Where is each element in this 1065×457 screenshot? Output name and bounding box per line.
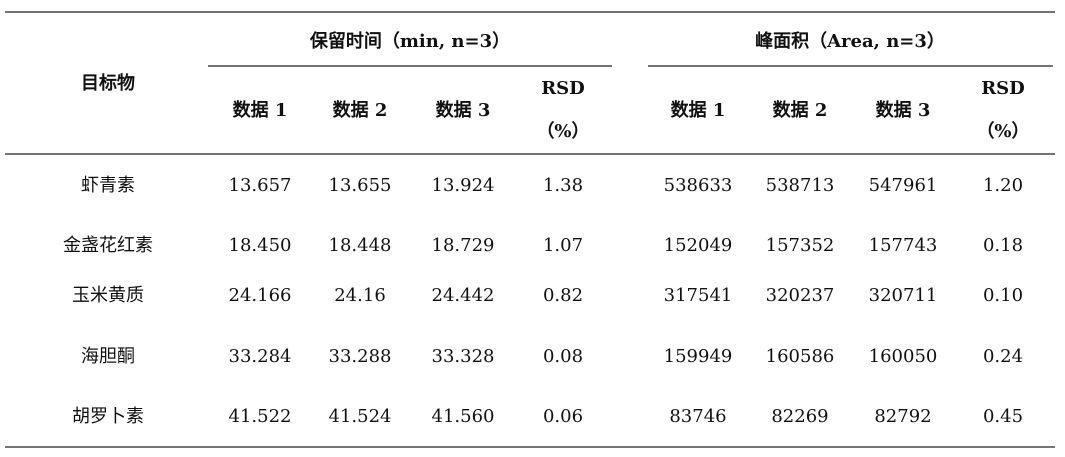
cell: 83746 (669, 406, 726, 427)
column-header: （%） (536, 121, 589, 142)
row-label: 虾青素 (81, 175, 135, 196)
cell: 0.24 (983, 346, 1023, 367)
header-target: 目标物 (81, 72, 135, 94)
cell: 24.166 (229, 285, 292, 306)
cell: 24.442 (432, 285, 495, 306)
cell: 1.07 (543, 235, 583, 256)
cell: 320711 (869, 285, 938, 306)
column-header: RSD (981, 78, 1025, 99)
column-header: RSD (541, 78, 585, 99)
cell: 160586 (766, 346, 835, 367)
cell: 18.448 (329, 235, 392, 256)
cell: 13.924 (432, 175, 495, 196)
column-header: 数据 2 (773, 99, 828, 121)
row-label: 海胆酮 (81, 346, 135, 367)
column-header: 数据 2 (333, 99, 388, 121)
column-header: 数据 3 (876, 99, 931, 121)
cell: 33.284 (229, 346, 292, 367)
cell: 0.45 (983, 406, 1023, 427)
cell: 547961 (869, 175, 938, 196)
cell: 160050 (869, 346, 938, 367)
cell: 41.522 (229, 406, 292, 427)
cell: 157352 (766, 235, 835, 256)
cell: 0.06 (543, 406, 583, 427)
cell: 1.38 (543, 175, 583, 196)
column-header: 数据 1 (233, 99, 288, 121)
cell: 41.560 (432, 406, 495, 427)
cell: 538713 (766, 175, 835, 196)
cell: 152049 (664, 235, 733, 256)
cell: 82792 (874, 406, 931, 427)
row-label: 胡罗卜素 (72, 406, 144, 427)
cell: 13.657 (229, 175, 292, 196)
row-label: 玉米黄质 (72, 285, 144, 306)
cell: 0.10 (983, 285, 1023, 306)
cell: 317541 (664, 285, 733, 306)
column-header: （%） (976, 121, 1029, 142)
cell: 82269 (771, 406, 828, 427)
cell: 320237 (766, 285, 835, 306)
cell: 18.729 (432, 235, 495, 256)
row-label: 金盏花红素 (63, 235, 153, 256)
cell: 13.655 (329, 175, 392, 196)
cell: 159949 (664, 346, 733, 367)
column-header: 数据 1 (671, 99, 726, 121)
cell: 0.18 (983, 235, 1023, 256)
cell: 0.82 (543, 285, 583, 306)
cell: 24.16 (334, 285, 386, 306)
cell: 33.328 (432, 346, 495, 367)
cell: 18.450 (229, 235, 292, 256)
cell: 538633 (664, 175, 733, 196)
cell: 0.08 (543, 346, 583, 367)
cell: 41.524 (329, 406, 392, 427)
cell: 1.20 (983, 175, 1023, 196)
group-header: 峰面积（Area, n=3） (755, 30, 945, 52)
cell: 33.288 (329, 346, 392, 367)
cell: 157743 (869, 235, 938, 256)
group-header: 保留时间（min, n=3） (309, 30, 510, 52)
column-header: 数据 3 (436, 99, 491, 121)
